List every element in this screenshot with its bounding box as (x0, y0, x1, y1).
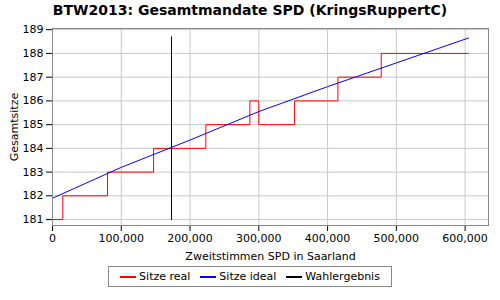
svg-text:0: 0 (49, 232, 56, 245)
svg-text:Gesamtsitze: Gesamtsitze (8, 93, 21, 162)
svg-text:188: 188 (23, 47, 44, 60)
svg-text:182: 182 (23, 189, 44, 202)
svg-text:100,000: 100,000 (99, 232, 145, 245)
svg-text:400,000: 400,000 (305, 232, 351, 245)
html-text:Wahlergebnis: Wahlergebnis (305, 270, 380, 283)
html-text:Sitze ideal: Sitze ideal (219, 270, 277, 283)
svg-text:186: 186 (23, 94, 44, 107)
svg-text:187: 187 (23, 71, 44, 84)
html-text:Sitze real: Sitze real (139, 270, 191, 283)
svg-text:500,000: 500,000 (374, 232, 420, 245)
svg-text:200,000: 200,000 (167, 232, 213, 245)
svg-text:184: 184 (23, 142, 44, 155)
svg-text:Zweitstimmen SPD in Saarland: Zweitstimmen SPD in Saarland (185, 250, 355, 263)
svg-text:300,000: 300,000 (236, 232, 282, 245)
svg-text:181: 181 (23, 213, 44, 226)
svg-text:189: 189 (23, 23, 44, 36)
svg-text:185: 185 (23, 118, 44, 131)
svg-text:600,000: 600,000 (442, 232, 488, 245)
svg-text:183: 183 (23, 166, 44, 179)
html-text:BTW2013: Gesamtmandate SPD (Kr: BTW2013: Gesamtmandate SPD (KringsRupper… (52, 2, 448, 18)
